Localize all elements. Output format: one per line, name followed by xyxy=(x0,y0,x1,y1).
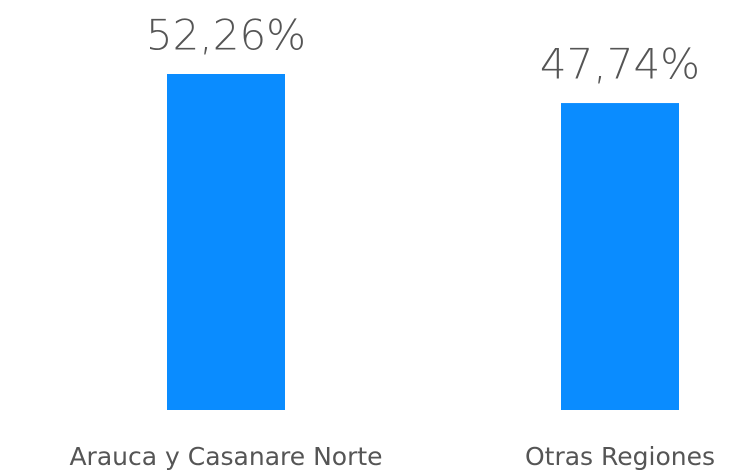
bar xyxy=(561,103,679,410)
category-label: Otras Regiones xyxy=(525,442,715,471)
value-label: 52,26% xyxy=(146,11,306,60)
value-label: 47,74% xyxy=(540,40,700,89)
category-label: Arauca y Casanare Norte xyxy=(69,442,382,471)
bar xyxy=(167,74,285,410)
